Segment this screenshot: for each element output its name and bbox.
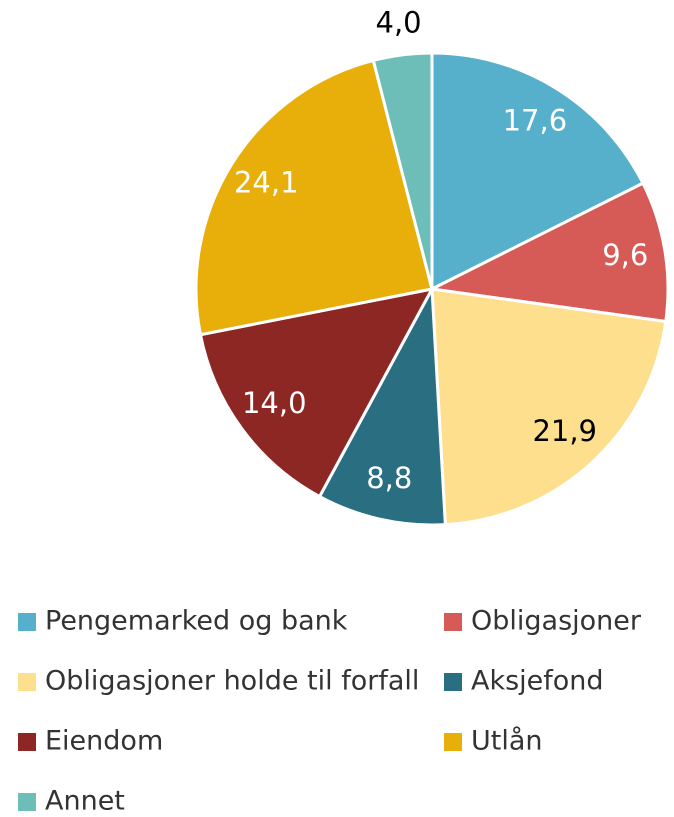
legend-label: Obligasjoner [471,606,642,637]
data-label: 8,8 [366,461,412,495]
legend-label: Obligasjoner holde til forfall [45,666,419,697]
legend-swatch [444,613,462,631]
data-label: 4,0 [376,5,422,39]
data-label: 21,9 [532,414,597,448]
legend-swatch [18,793,36,811]
legend-label: Utlån [471,726,543,757]
data-label: 17,6 [503,103,568,137]
pie-slice [430,287,668,527]
legend-swatch [18,733,36,751]
legend-swatch [444,673,462,691]
legend-swatch [18,673,36,691]
legend-label: Eiendom [45,726,163,757]
legend-swatch [444,733,462,751]
legend-label: Annet [45,786,125,814]
legend-label: Aksjefond [471,666,604,697]
pie-slice [371,51,434,290]
legend-swatch [18,613,36,631]
pie-slice [430,51,645,292]
pie-slice [317,283,447,527]
data-label: 9,6 [602,238,648,272]
pie-slice [198,286,435,499]
data-label: 14,0 [242,386,307,420]
data-label: 24,1 [234,166,299,200]
pie-slice [427,181,670,324]
pie-slice [194,58,434,337]
legend-label: Pengemarked og bank [45,606,348,637]
